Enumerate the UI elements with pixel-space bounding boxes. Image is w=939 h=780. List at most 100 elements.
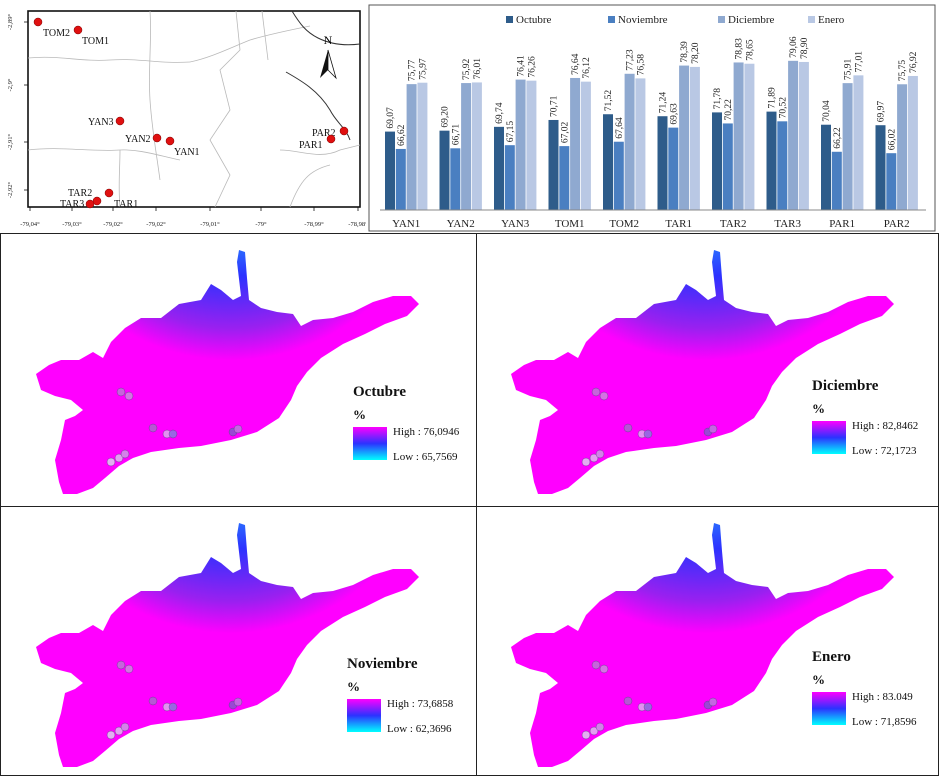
station-label-tar3: TAR3 bbox=[60, 199, 84, 210]
heatmap-high-label-ene: High : 83.049 bbox=[852, 691, 913, 703]
sample-point bbox=[124, 664, 134, 674]
heatmap-svg-ene: Enero% High : 83.049 Low : 71,8596 bbox=[511, 523, 917, 767]
bar-value-label: 67,15 bbox=[506, 121, 516, 143]
map-y-tick-label: -2,89° bbox=[7, 14, 14, 31]
bar-tom1-octubre bbox=[548, 119, 559, 210]
location-map-panel: N TOM2 TOM1 YAN3 YAN2 YAN1 PAR2 PAR1 TAR2 TAR3 TA… bbox=[0, 0, 368, 236]
heatmap-grid-divider-vertical bbox=[476, 233, 477, 776]
legend-label-diciembre: Diciembre bbox=[728, 14, 775, 26]
x-tick-label-tar1: TAR1 bbox=[665, 218, 692, 230]
sample-point bbox=[589, 726, 599, 736]
heatmap-low-label-oct: Low : 65,7569 bbox=[393, 451, 458, 463]
sample-point bbox=[623, 696, 633, 706]
map-y-tick-label: -2,92° bbox=[7, 182, 14, 199]
bar-yan3-enero bbox=[526, 80, 537, 211]
heatmap-enero: Enero% High : 83.049 Low : 71,8596 bbox=[478, 507, 938, 775]
bar-tar1-octubre bbox=[657, 116, 668, 210]
station-point-tar1 bbox=[85, 199, 95, 209]
sample-point bbox=[708, 697, 718, 707]
bar-tar3-octubre bbox=[766, 111, 777, 210]
sample-point bbox=[643, 429, 653, 439]
sample-point bbox=[233, 697, 243, 707]
station-point-yan3 bbox=[115, 116, 125, 126]
bar-value-label: 76,92 bbox=[909, 51, 919, 73]
legend-label-enero: Enero bbox=[818, 14, 845, 26]
bar-par1-enero bbox=[853, 75, 864, 211]
sample-point bbox=[114, 453, 124, 463]
bar-yan2-diciembre bbox=[461, 83, 472, 210]
map-x-tick-label: -79,01° bbox=[200, 221, 220, 228]
bar-yan3-octubre bbox=[494, 126, 504, 210]
bar-value-label: 70,22 bbox=[724, 99, 734, 121]
heatmap-title-dic: Diciembre bbox=[812, 378, 879, 394]
bar-par1-diciembre bbox=[842, 83, 853, 210]
reservoir-surface-nov bbox=[36, 523, 419, 767]
heatmap-svg-nov: Noviembre% High : 73,6858 Low : 62,3696 bbox=[36, 523, 454, 767]
bar-value-label: 78,20 bbox=[691, 42, 701, 64]
bar-value-label: 78,83 bbox=[735, 38, 745, 60]
sample-point bbox=[581, 730, 591, 740]
bar-yan1-noviembre bbox=[395, 148, 406, 210]
bar-yan3-diciembre bbox=[515, 79, 526, 211]
bar-tom1-diciembre bbox=[570, 77, 581, 210]
station-point-par2 bbox=[339, 126, 349, 136]
heatmap-unit-dic: % bbox=[812, 401, 825, 416]
heatmap-noviembre: Noviembre% High : 73,6858 Low : 62,3696 bbox=[1, 507, 475, 775]
bar-par2-diciembre bbox=[897, 84, 908, 210]
heatmap-grid-divider-horizontal bbox=[0, 506, 939, 507]
bar-tom1-noviembre bbox=[559, 146, 570, 210]
map-y-tick-label: -2,91° bbox=[7, 134, 14, 151]
station-label-yan2: YAN2 bbox=[125, 134, 151, 145]
map-y-tick-label: -2,9° bbox=[7, 78, 14, 91]
bar-value-label: 75,91 bbox=[844, 59, 854, 81]
bar-tom2-octubre bbox=[603, 114, 613, 210]
station-label-tom1: TOM1 bbox=[82, 36, 109, 47]
sample-point bbox=[643, 702, 653, 712]
map-x-tick-label: -78,98° bbox=[348, 221, 366, 228]
sample-point bbox=[114, 726, 124, 736]
bar-value-label: 75,75 bbox=[898, 60, 908, 82]
station-point-par1 bbox=[326, 134, 336, 144]
sample-point bbox=[168, 702, 178, 712]
bar-value-label: 71,89 bbox=[768, 87, 778, 109]
sample-point bbox=[599, 391, 609, 401]
bar-value-label: 71,24 bbox=[659, 92, 669, 114]
bar-yan1-diciembre bbox=[406, 84, 417, 210]
bar-tar1-diciembre bbox=[679, 65, 690, 210]
bar-value-label: 71,52 bbox=[604, 90, 614, 112]
x-tick-label-tar3: TAR3 bbox=[774, 218, 801, 230]
station-label-tar1: TAR1 bbox=[114, 199, 138, 210]
station-point-tom2 bbox=[33, 17, 43, 27]
sample-point bbox=[120, 449, 130, 459]
sample-point bbox=[116, 660, 126, 670]
bar-chart-panel: Octubre Noviembre Diciembre Enero 69,07 66,6… bbox=[368, 0, 939, 236]
heatmap-high-label-oct: High : 76,0946 bbox=[393, 426, 460, 438]
bar-tar3-noviembre bbox=[777, 121, 788, 210]
heatmap-low-label-ene: Low : 71,8596 bbox=[852, 716, 917, 728]
heatmap-high-label-dic: High : 82,8462 bbox=[852, 420, 918, 432]
north-label: N bbox=[324, 33, 333, 47]
heatmap-unit-ene: % bbox=[812, 672, 825, 687]
sample-point bbox=[233, 424, 243, 434]
station-point-yan2 bbox=[152, 133, 162, 143]
x-tick-label-par1: PAR1 bbox=[829, 218, 855, 230]
bar-value-label: 71,78 bbox=[713, 88, 723, 110]
bar-value-label: 66,02 bbox=[887, 129, 897, 151]
sample-point bbox=[595, 449, 605, 459]
heatmap-title-nov: Noviembre bbox=[347, 656, 418, 672]
bar-value-label: 69,74 bbox=[495, 102, 505, 124]
map-frame bbox=[27, 10, 361, 208]
bar-value-label: 69,97 bbox=[877, 101, 887, 123]
sample-point bbox=[148, 696, 158, 706]
heatmap-legend-ramp-dic bbox=[812, 421, 846, 454]
bar-tar2-octubre bbox=[712, 112, 722, 210]
bar-par1-noviembre bbox=[831, 151, 842, 210]
sample-point bbox=[589, 453, 599, 463]
station-point-tar2 bbox=[104, 188, 114, 198]
bar-tar1-noviembre bbox=[668, 127, 679, 210]
bar-value-label: 78,90 bbox=[800, 37, 810, 59]
heatmap-octubre: Octubre% High : 76,0946 Low : 65,7569 bbox=[1, 234, 475, 505]
bar-value-label: 76,12 bbox=[582, 57, 592, 79]
bar-value-label: 75,77 bbox=[408, 60, 418, 82]
